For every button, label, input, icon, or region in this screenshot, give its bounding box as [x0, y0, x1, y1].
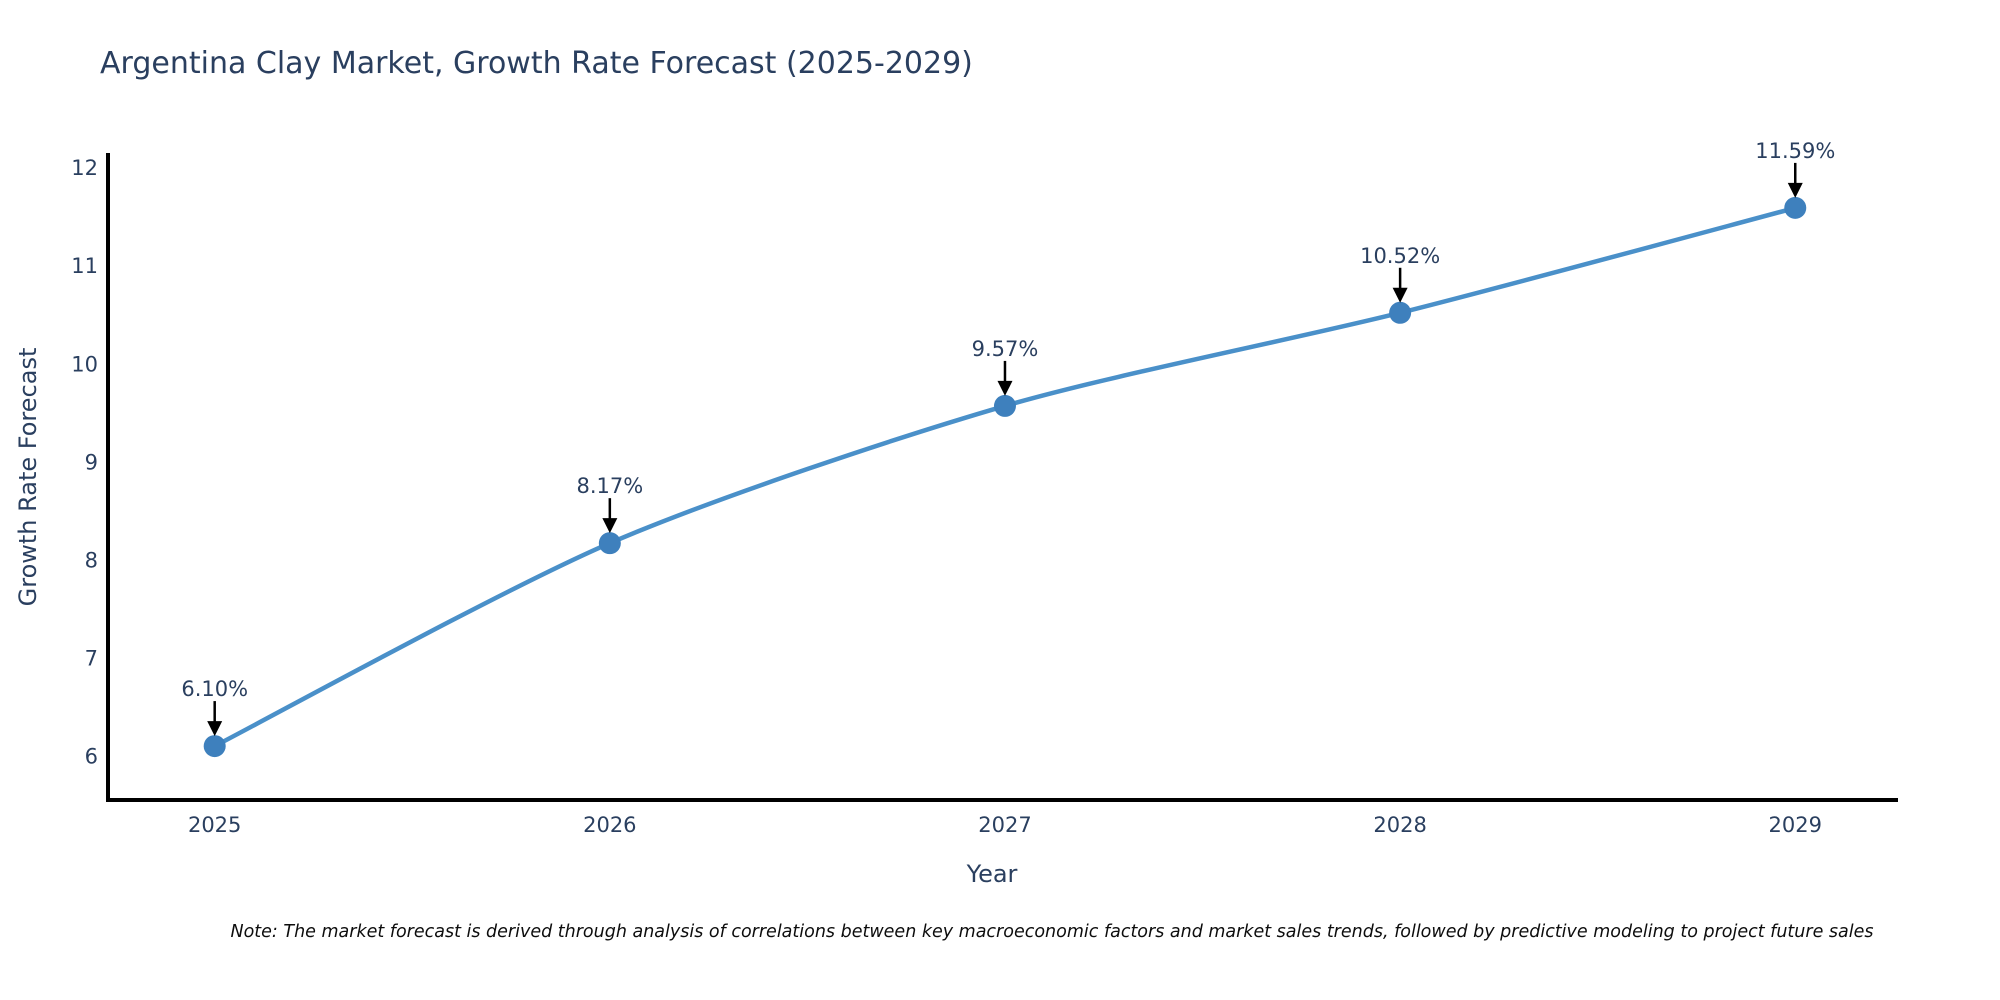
point-annotation-label: 11.59%	[1755, 139, 1835, 163]
data-point-marker	[993, 394, 1016, 417]
data-point-marker	[1389, 301, 1412, 324]
point-annotation-label: 8.17%	[576, 474, 643, 498]
y-tick-label: 6	[85, 744, 98, 768]
annotation-arrowhead	[207, 721, 223, 737]
x-tick-label: 2026	[583, 813, 636, 837]
y-tick-label: 10	[71, 352, 98, 376]
y-tick-label: 11	[71, 254, 98, 278]
y-tick-label: 8	[85, 548, 98, 572]
annotation-arrowhead	[997, 380, 1013, 396]
forecast-line	[212, 205, 1798, 749]
y-tick-label: 7	[85, 646, 98, 670]
x-tick-label: 2028	[1373, 813, 1426, 837]
y-tick-label: 12	[71, 156, 98, 180]
point-annotation-label: 9.57%	[972, 337, 1039, 361]
footnote-text: Note: The market forecast is derived thr…	[230, 922, 1874, 942]
x-tick-label: 2029	[1769, 813, 1822, 837]
data-point-marker	[203, 735, 226, 758]
chart-title: Argentina Clay Market, Growth Rate Forec…	[100, 46, 973, 81]
annotation-arrowhead	[1787, 182, 1803, 198]
point-annotation-label: 6.10%	[181, 677, 248, 701]
y-tick-label: 9	[85, 450, 98, 474]
annotation-arrowhead	[602, 518, 618, 534]
annotation-arrowhead	[1392, 287, 1408, 303]
point-annotation-label: 10.52%	[1360, 244, 1440, 268]
x-tick-label: 2027	[978, 813, 1031, 837]
data-point-marker	[1784, 196, 1807, 219]
x-tick-label: 2025	[188, 813, 241, 837]
x-axis-title: Year	[966, 860, 1018, 888]
data-point-marker	[598, 532, 621, 555]
